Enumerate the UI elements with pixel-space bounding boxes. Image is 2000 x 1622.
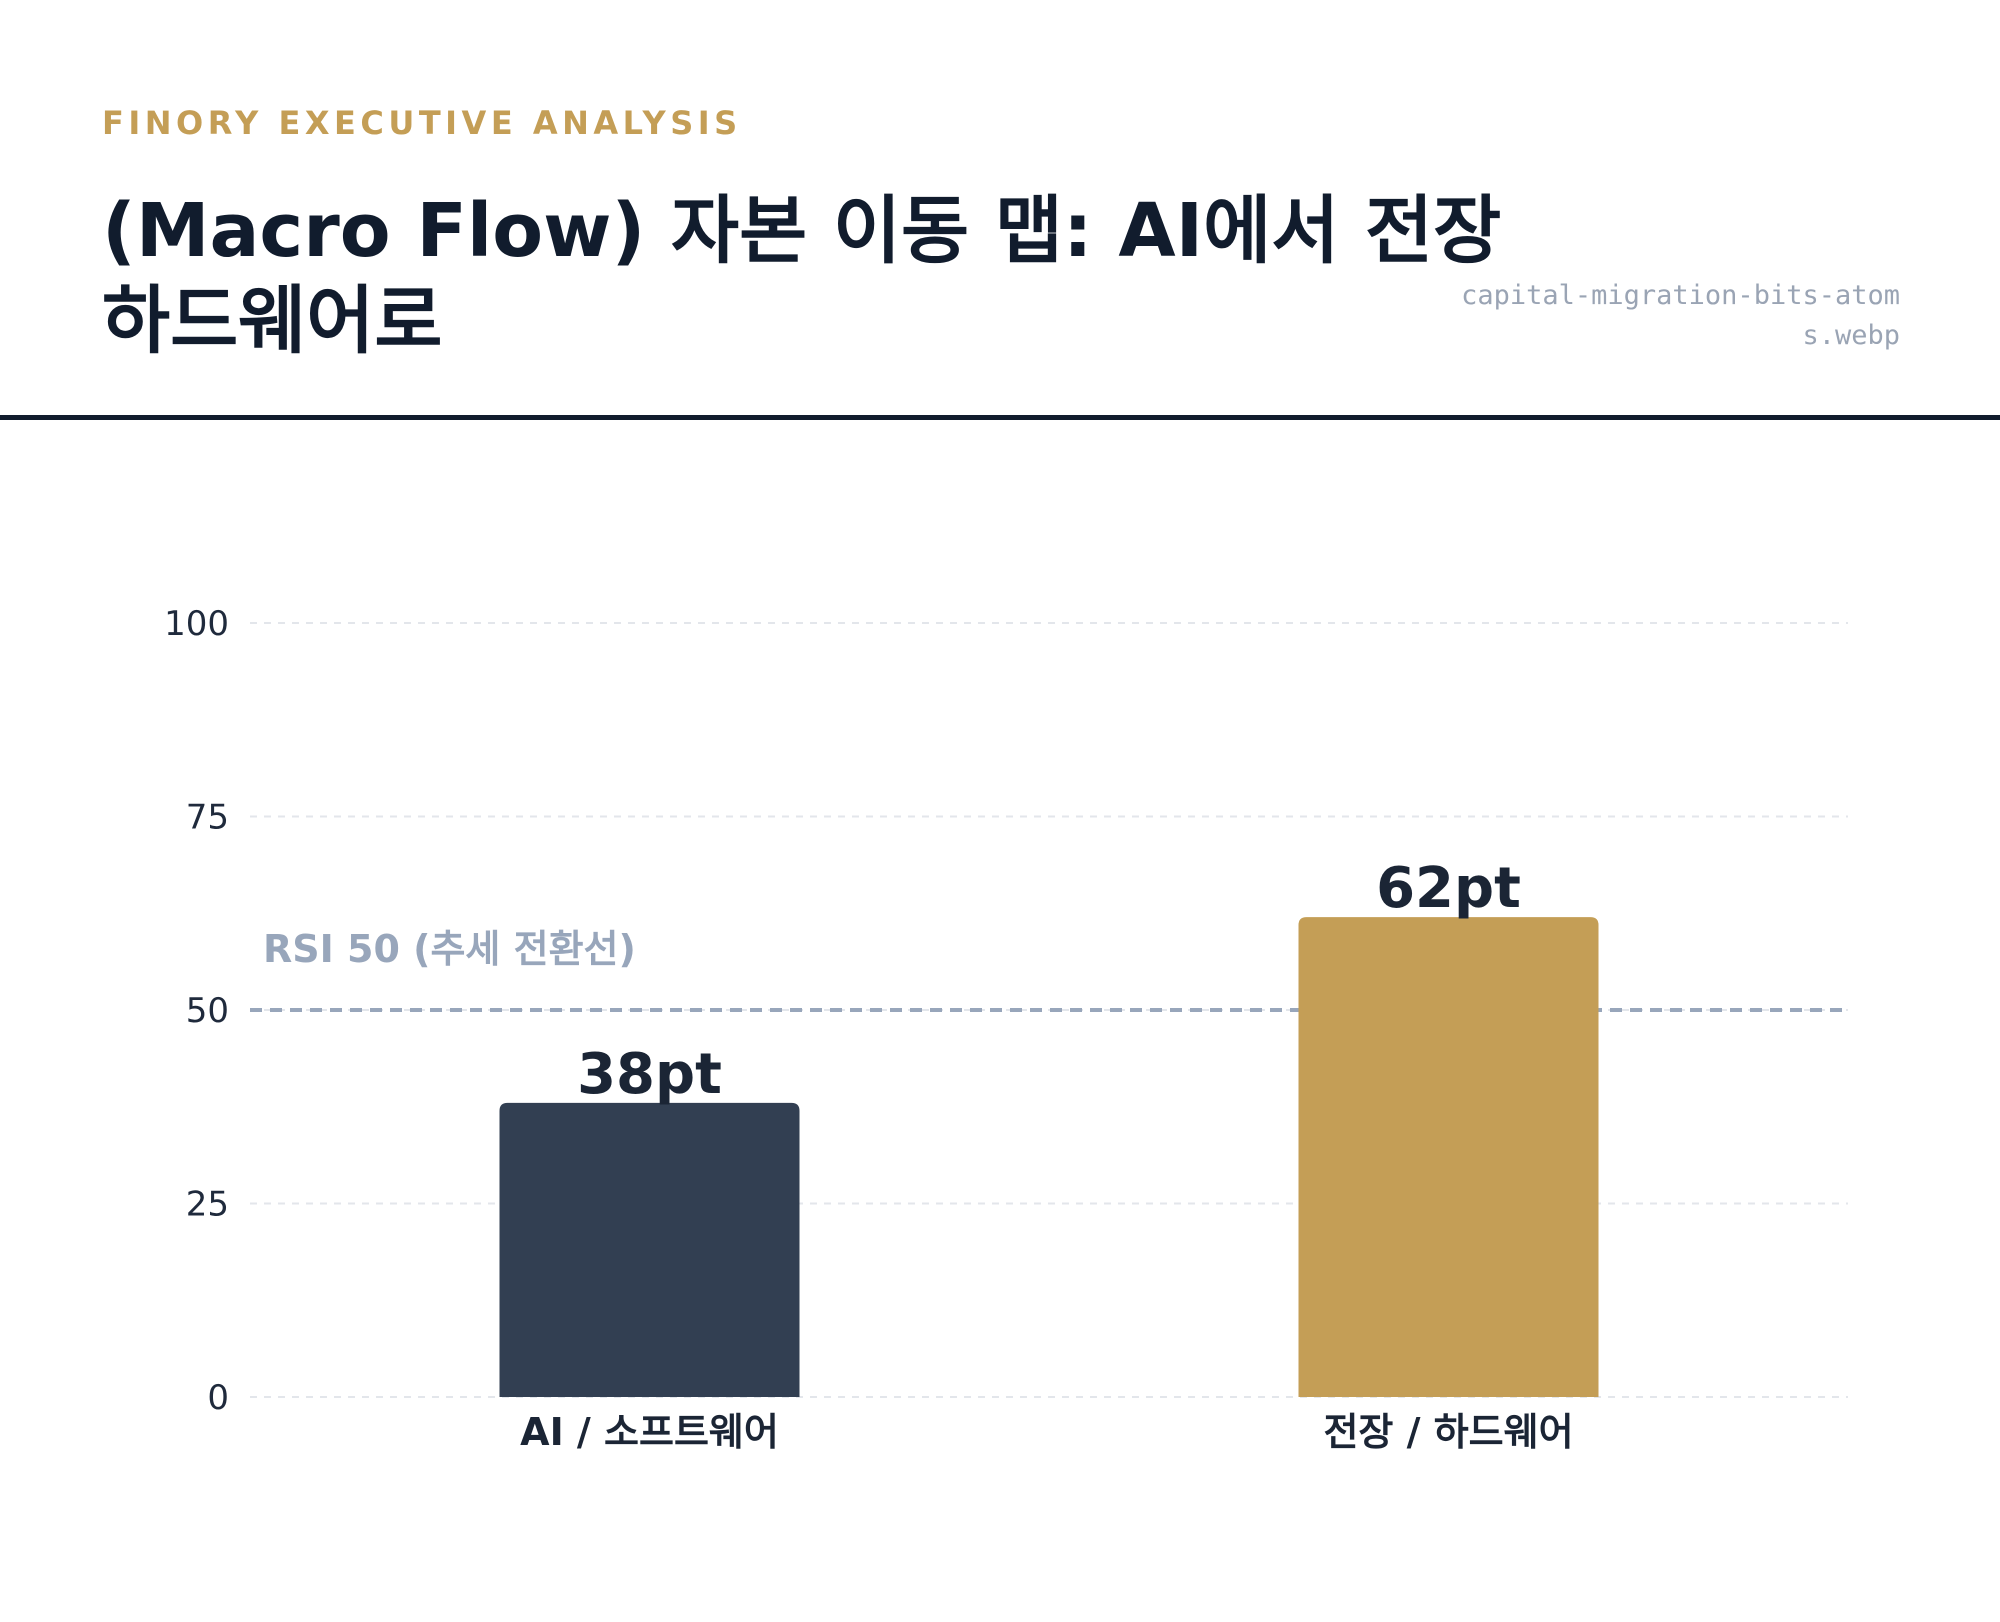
x-category-label: 전장 / 하드웨어 (1323, 1410, 1573, 1454)
y-tick-label: 50 (186, 991, 229, 1031)
x-category-label: AI / 소프트웨어 (520, 1410, 779, 1454)
y-tick-label: 0 (207, 1378, 229, 1418)
page-title: (Macro Flow) 자본 이동 맵: AI에서 전장 하드웨어로 (102, 188, 1502, 364)
reference-line-label: RSI 50 (추세 전환선) (263, 927, 636, 971)
bars (499, 917, 1599, 1397)
header: FINORY EXECUTIVE ANALYSIS (Macro Flow) 자… (0, 0, 2000, 420)
y-tick-label: 75 (186, 798, 229, 838)
reference-line-group: RSI 50 (추세 전환선) (250, 927, 1848, 1012)
grid-lines (250, 622, 1848, 1398)
eyebrow-label: FINORY EXECUTIVE ANALYSIS (102, 104, 742, 142)
data-label: 38pt (577, 1042, 722, 1107)
data-label: 62pt (1376, 856, 1521, 921)
y-tick-label: 100 (164, 604, 229, 644)
bar-ai-software (499, 1102, 800, 1397)
header-divider (0, 415, 2000, 420)
bar-hardware (1298, 917, 1599, 1397)
labels: 0 25 50 75 100 38pt AI / 소프트웨어 62pt 전장 / 하드웨어 (164, 604, 1573, 1454)
filename-label: capital-migration-bits-atoms.webp (1461, 280, 1900, 351)
y-tick-label: 25 (186, 1185, 229, 1225)
